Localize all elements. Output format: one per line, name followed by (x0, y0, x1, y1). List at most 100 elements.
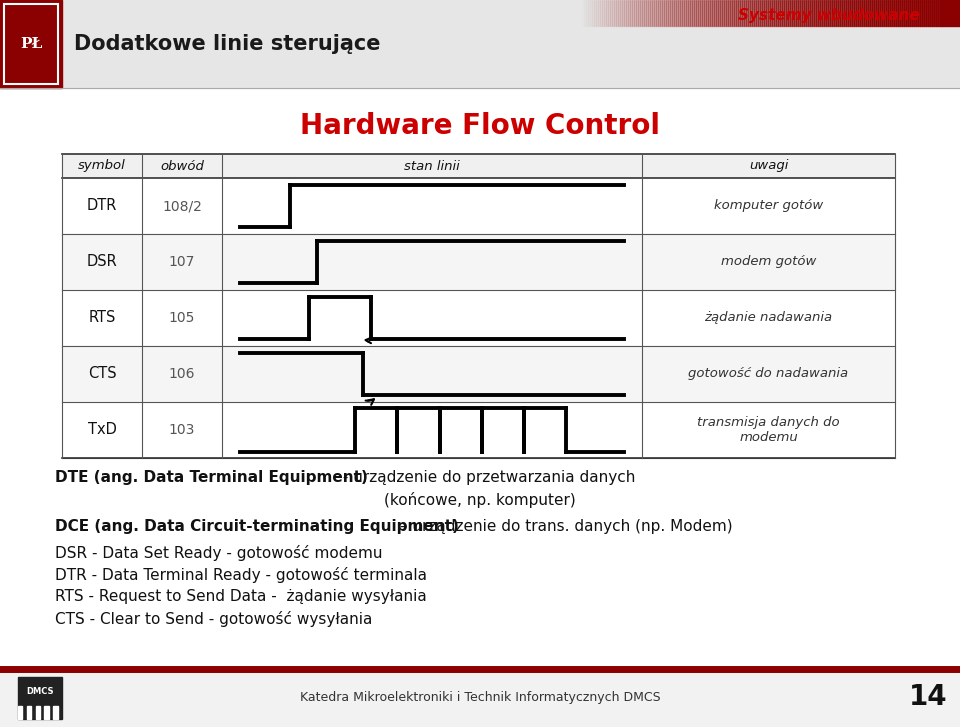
Bar (670, 0, 672, 26)
Bar (924, 0, 926, 26)
Bar (868, 0, 870, 26)
Bar (700, 0, 702, 26)
Bar (586, 0, 588, 26)
Bar (886, 0, 888, 26)
Bar (810, 0, 812, 26)
Bar (698, 0, 700, 26)
Bar (636, 0, 638, 26)
Bar (898, 0, 900, 26)
Bar (720, 0, 722, 26)
Bar (688, 0, 690, 26)
Bar (888, 0, 890, 26)
Bar (716, 0, 718, 26)
Bar (912, 0, 914, 26)
Bar (18, 707, 22, 719)
Text: modem gotów: modem gotów (721, 255, 816, 268)
Bar (624, 0, 626, 26)
Bar (746, 0, 748, 26)
Bar (804, 0, 806, 26)
Bar (27, 707, 31, 719)
Bar (800, 0, 802, 26)
Bar (726, 0, 728, 26)
Bar (678, 0, 680, 26)
Text: – urządzenie do trans. danych (np. Modem): – urządzenie do trans. danych (np. Modem… (395, 519, 732, 534)
Bar (870, 0, 872, 26)
Text: Hardware Flow Control: Hardware Flow Control (300, 112, 660, 140)
Bar (604, 0, 606, 26)
Bar (772, 0, 774, 26)
Text: TxD: TxD (87, 422, 116, 438)
Bar (770, 0, 772, 26)
Bar (640, 0, 642, 26)
Text: DMCS: DMCS (26, 687, 54, 696)
Text: stan linii: stan linii (404, 159, 460, 172)
Bar (866, 0, 868, 26)
Bar (940, 0, 960, 26)
Bar (836, 0, 838, 26)
Bar (0, 0, 960, 88)
Bar (596, 0, 598, 26)
Bar (710, 0, 712, 26)
Bar (872, 0, 874, 26)
Text: RTS - Request to Send Data -  żądanie wysyłania: RTS - Request to Send Data - żądanie wys… (55, 589, 427, 604)
Bar (780, 0, 782, 26)
Bar (666, 0, 668, 26)
Bar (618, 0, 620, 26)
Bar (644, 0, 646, 26)
Text: DSR: DSR (86, 254, 117, 270)
Bar (584, 0, 586, 26)
Bar (610, 0, 612, 26)
Bar (760, 0, 762, 26)
Bar (798, 0, 800, 26)
Bar (44, 707, 49, 719)
Bar (660, 0, 662, 26)
Bar (626, 0, 628, 26)
Bar (620, 0, 622, 26)
Bar (704, 0, 706, 26)
Bar (824, 0, 826, 26)
Bar (934, 0, 936, 26)
Bar (758, 0, 760, 26)
Text: 106: 106 (169, 367, 195, 381)
Bar (752, 0, 754, 26)
Bar (4, 4, 58, 84)
Bar (736, 0, 738, 26)
Bar (852, 0, 854, 26)
Bar (580, 0, 582, 26)
Bar (926, 0, 928, 26)
Text: 103: 103 (169, 423, 195, 437)
Text: Systemy wbudowane: Systemy wbudowane (738, 8, 920, 23)
Bar (738, 0, 740, 26)
Bar (816, 0, 818, 26)
Bar (648, 0, 650, 26)
Bar (630, 0, 632, 26)
Text: DTE (ang. Data Terminal Equipment): DTE (ang. Data Terminal Equipment) (55, 470, 368, 485)
Bar (696, 0, 698, 26)
Bar (858, 0, 860, 26)
Text: Dodatkowe linie sterujące: Dodatkowe linie sterujące (74, 34, 380, 54)
Text: CTS: CTS (87, 366, 116, 382)
Bar (768, 0, 770, 26)
Bar (818, 0, 820, 26)
Bar (62, 402, 895, 458)
Bar (922, 0, 924, 26)
Bar (712, 0, 714, 26)
Bar (582, 0, 584, 26)
Bar (854, 0, 856, 26)
Bar (846, 0, 848, 26)
Bar (18, 677, 62, 719)
Bar (728, 0, 730, 26)
Bar (878, 0, 880, 26)
Bar (622, 0, 624, 26)
Bar (62, 234, 895, 290)
Bar (724, 0, 726, 26)
Text: DTR: DTR (86, 198, 117, 214)
Text: - urządzenie do przetwarzania danych: - urządzenie do przetwarzania danych (338, 470, 636, 485)
Bar (590, 0, 592, 26)
Bar (62, 346, 895, 402)
Text: Katedra Mikroelektroniki i Technik Informatycznych DMCS: Katedra Mikroelektroniki i Technik Infor… (300, 691, 660, 704)
Bar (53, 707, 58, 719)
Bar (900, 0, 902, 26)
Text: gotowość do nadawania: gotowość do nadawania (688, 368, 849, 380)
Bar (0, 669, 960, 727)
